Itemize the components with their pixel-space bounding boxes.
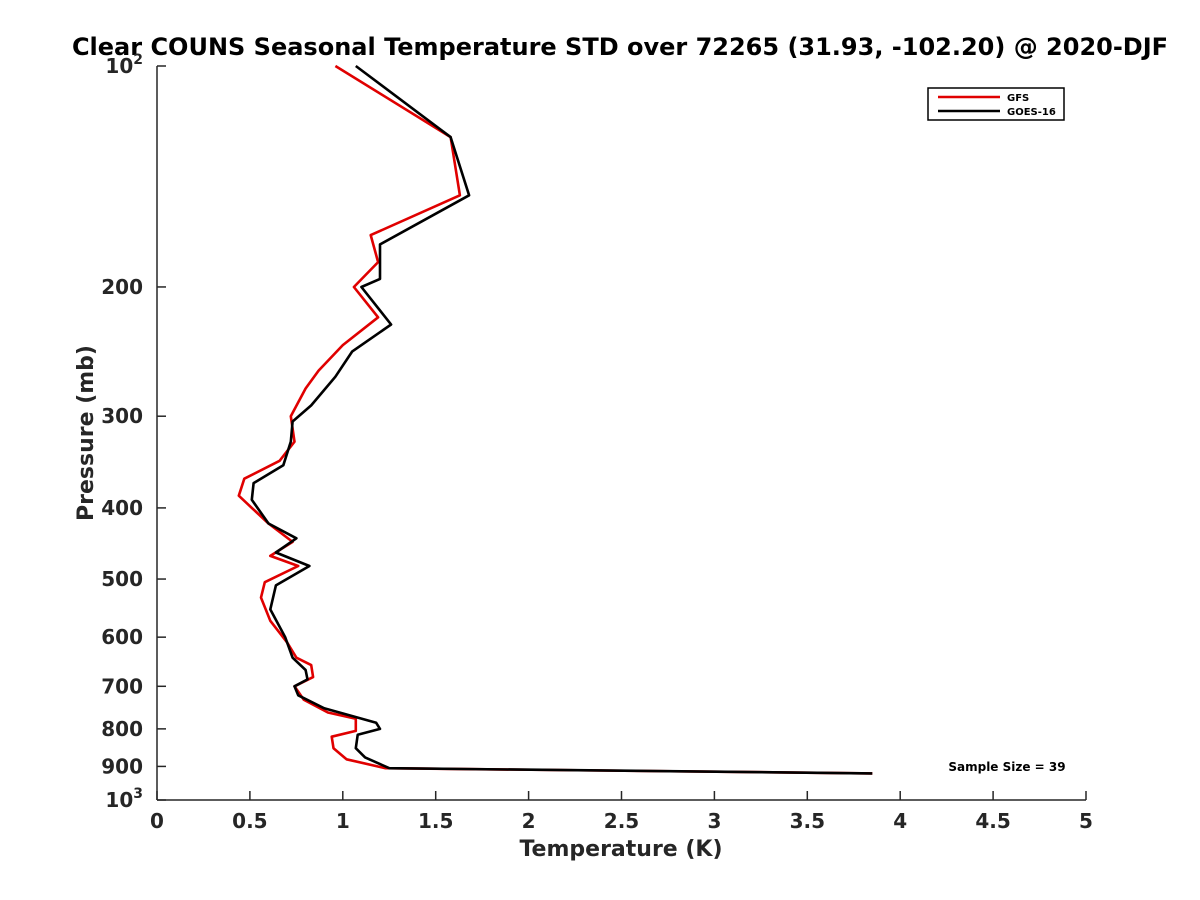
y-tick-label: 800: [101, 717, 143, 741]
legend: GFS GOES-16: [927, 87, 1065, 121]
y-axis-label: Pressure (mb): [74, 345, 99, 521]
x-tick-label: 1: [336, 809, 350, 833]
x-ticks: 0 0.5 1 1.5 2 2.5 3 3.5 4 4.5 5: [150, 791, 1093, 833]
x-tick-label: 4: [893, 809, 907, 833]
x-tick-label: 0.5: [232, 809, 267, 833]
y-tick-label: 400: [101, 496, 143, 520]
x-tick-label: 3.5: [790, 809, 825, 833]
y-tick-label: 200: [101, 275, 143, 299]
y-tick-base: 10: [105, 54, 133, 78]
y-tick-label: 600: [101, 625, 143, 649]
series-line-goes-16: [250, 64, 873, 775]
x-tick-label: 3: [707, 809, 721, 833]
y-tick-exponent: 3: [133, 786, 143, 802]
y-tick-label: 700: [101, 674, 143, 698]
legend-label: GOES-16: [1007, 107, 1056, 118]
x-axis-label: Temperature (K): [519, 837, 722, 862]
x-tick-label: 2: [522, 809, 536, 833]
legend-box: [927, 87, 1065, 121]
x-tick-label: 2.5: [604, 809, 639, 833]
y-tick-label-power: 102: [105, 52, 143, 78]
x-tick-label: 0: [150, 809, 164, 833]
x-tick-label: 4.5: [975, 809, 1010, 833]
sample-size-annotation: Sample Size = 39: [948, 760, 1065, 774]
chart-title: Clear COUNS Seasonal Temperature STD ove…: [72, 33, 1168, 61]
x-tick-label: 5: [1079, 809, 1093, 833]
y-tick-label: 300: [101, 404, 143, 428]
y-tick-label: 900: [101, 754, 143, 778]
legend-label: GFS: [1007, 93, 1029, 104]
y-tick-base: 10: [105, 788, 133, 812]
series-line-gfs: [237, 64, 873, 775]
y-tick-exponent: 2: [133, 52, 143, 68]
y-tick-label: 500: [101, 567, 143, 591]
x-tick-label: 1.5: [418, 809, 453, 833]
y-tick-label-power: 103: [105, 786, 143, 812]
series-lines: [237, 64, 873, 775]
